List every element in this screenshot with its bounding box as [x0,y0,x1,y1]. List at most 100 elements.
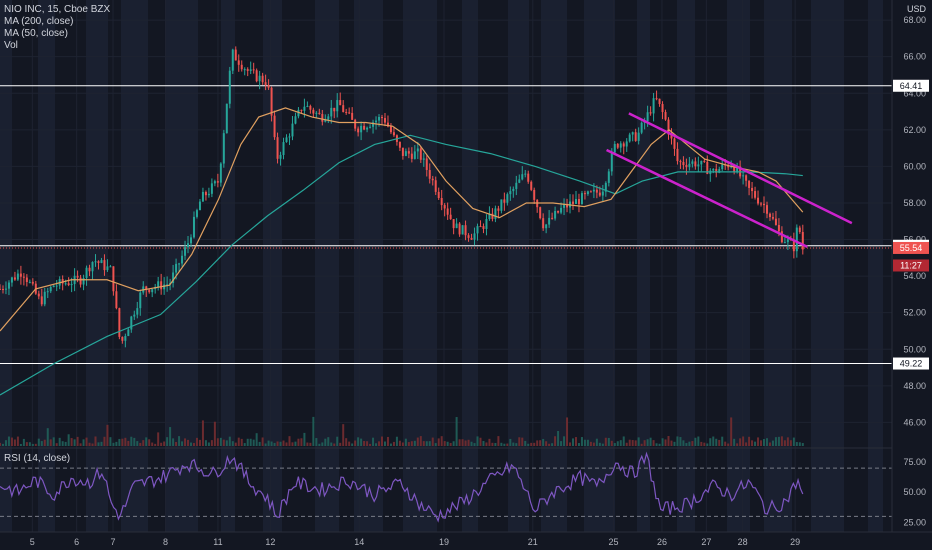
volume-bar [222,439,225,446]
volume-bar [589,441,592,446]
legend-ma200[interactable]: MA (200, close) [4,16,74,27]
volume-bar [19,443,22,446]
volume-bar [640,443,643,446]
volume-bar [452,441,455,446]
volume-bar [700,441,703,446]
candle-body [354,119,357,129]
volume-bar [291,442,294,446]
candle-body [127,329,130,337]
candle-body [419,148,422,160]
session-band [354,0,383,532]
volume-bar [52,437,55,446]
volume-bar [768,442,771,446]
session-band [121,0,148,532]
volume-bar [225,440,228,446]
volume-bar [658,443,661,446]
candle-body [721,164,724,170]
volume-bar [255,433,258,446]
volume-bar [673,441,676,446]
volume-bar [40,441,43,446]
candle-body [19,273,22,277]
candle-body [563,204,566,208]
candle-body [121,336,124,341]
candle-body [16,273,19,280]
volume-bar [407,442,410,446]
volume-bar [428,441,431,446]
volume-bar [631,440,634,446]
candlesticks [0,46,804,348]
candle-body [222,133,225,164]
candle-body [315,112,318,114]
candle-body [413,151,416,159]
volume-bar [383,441,386,446]
candle-body [234,49,237,61]
volume-bar [652,440,655,446]
volume-bar [563,436,566,446]
volume-bar [169,427,172,446]
volume-bar [130,436,133,446]
candle-body [754,191,757,198]
candle-body [366,127,369,130]
legend-ma50[interactable]: MA (50, close) [4,28,68,39]
candle-body [592,189,595,192]
candle-body [178,263,181,265]
horizontal-levels[interactable] [0,85,892,365]
volume-bar [285,442,288,446]
volume-bar [64,441,67,446]
candle-body [798,227,801,233]
candle-body [667,119,670,135]
rsi-axis[interactable]: 75.00 50.00 25.00 [903,457,926,527]
volume-bar [369,443,372,446]
candle-body [378,117,381,121]
session-band [0,0,12,532]
candle-body [497,208,500,211]
candle-body [100,260,103,263]
volume-bar [386,436,389,446]
candle-body [655,98,658,100]
volume-bar [0,442,1,446]
price-axis[interactable]: 68.00 66.00 64.00 62.00 60.00 58.00 56.00 54.00… [903,15,926,427]
volume-bar [801,443,804,446]
candle-body [628,134,631,142]
candle-body [548,217,551,225]
volume-bar [610,440,613,446]
volume-bar [106,424,109,446]
volume-bar [252,439,255,446]
volume-bar [786,437,789,446]
volume-bar [82,439,85,446]
candle-body [601,191,604,196]
candle-body [360,125,363,133]
candle-body [55,285,58,287]
session-band [403,0,437,532]
volume-bar [485,442,488,446]
volume-bar [661,438,664,446]
candle-body [640,122,643,133]
volume-bar [88,442,91,446]
rsi-legend[interactable]: RSI (14, close) [4,453,71,464]
volume-bar [389,443,392,446]
legend-symbol[interactable]: NIO INC, 15, Cboe BZX [4,4,111,15]
candle-body [533,189,536,200]
volume-bar [646,439,649,446]
volume-bar [148,439,151,446]
candle-body [464,225,467,236]
x-tick-label: 21 [528,537,538,547]
candle-body [210,183,213,194]
candle-body [342,105,345,112]
legend-vol[interactable]: Vol [4,40,18,51]
candle-body [530,181,533,190]
volume-bar [312,416,315,446]
candle-body [607,171,610,183]
volume-bar [192,442,195,446]
time-axis[interactable]: 5 6 7 8 11 12 14 19 21 25 26 27 28 29 [30,537,800,547]
candle-body [452,219,455,229]
volume-bar [425,441,428,446]
candle-body [706,161,709,174]
candle-body [333,107,336,112]
volume-bar [637,437,640,446]
volume-bar [157,432,160,446]
volume-bar [160,442,163,446]
candle-body [228,70,231,104]
trend-channel[interactable] [606,112,853,248]
